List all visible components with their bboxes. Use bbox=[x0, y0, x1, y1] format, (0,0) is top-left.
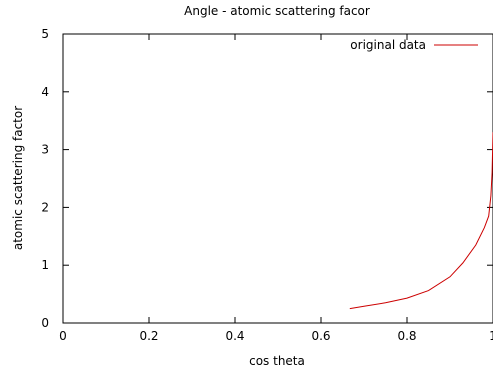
legend-entry-label: original data bbox=[350, 38, 426, 52]
y-tick-label: 5 bbox=[41, 27, 49, 41]
x-axis-label: cos theta bbox=[249, 354, 305, 368]
axis-tick-labels: 0 0.2 0.4 0.6 0.8 1 0 1 2 3 4 5 bbox=[41, 27, 493, 343]
y-tick-label: 0 bbox=[41, 316, 49, 330]
y-tick-label: 1 bbox=[41, 258, 49, 272]
x-tick-label: 0 bbox=[59, 329, 67, 343]
plot-frame bbox=[62, 33, 493, 324]
x-tick-label: 0.8 bbox=[397, 329, 416, 343]
x-tick-label: 0.2 bbox=[139, 329, 158, 343]
series-line bbox=[349, 132, 493, 310]
legend: original data bbox=[350, 38, 478, 52]
y-tick-label: 2 bbox=[41, 200, 49, 214]
axis-ticks bbox=[62, 33, 493, 324]
x-tick-label: 0.6 bbox=[311, 329, 330, 343]
x-tick-label: 0.4 bbox=[225, 329, 244, 343]
series-layer bbox=[349, 132, 493, 310]
y-tick-label: 4 bbox=[41, 85, 49, 99]
y-tick-label: 3 bbox=[41, 143, 49, 157]
y-axis-label: atomic scattering factor bbox=[11, 106, 25, 250]
chart-title: Angle - atomic scattering facor bbox=[184, 4, 370, 18]
x-tick-label: 1 bbox=[489, 329, 493, 343]
